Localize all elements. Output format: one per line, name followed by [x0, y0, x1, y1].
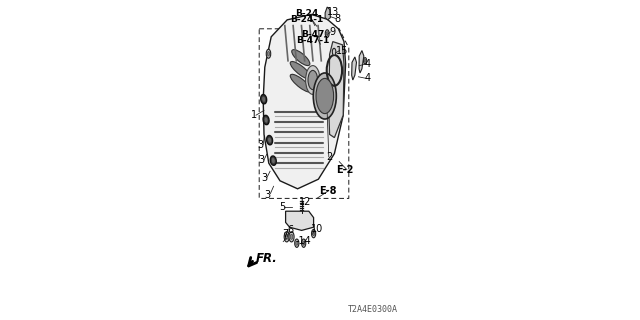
Polygon shape [329, 42, 344, 138]
Polygon shape [352, 57, 356, 80]
Text: B-47-1: B-47-1 [296, 36, 330, 45]
Circle shape [268, 52, 269, 56]
Circle shape [295, 239, 299, 247]
Ellipse shape [267, 135, 273, 145]
Circle shape [332, 48, 336, 55]
Text: 6: 6 [288, 225, 294, 235]
Circle shape [284, 232, 289, 242]
Ellipse shape [262, 96, 266, 102]
Text: 3: 3 [259, 155, 264, 165]
Text: 3: 3 [261, 172, 267, 183]
Circle shape [303, 241, 305, 245]
Text: B-24: B-24 [296, 9, 319, 18]
Text: E-8: E-8 [319, 186, 337, 196]
Circle shape [301, 239, 306, 247]
Circle shape [289, 232, 294, 242]
Ellipse shape [306, 66, 320, 94]
Ellipse shape [271, 157, 275, 164]
Text: 4: 4 [365, 59, 371, 69]
Ellipse shape [260, 94, 267, 104]
Ellipse shape [292, 50, 310, 66]
Ellipse shape [268, 137, 271, 143]
Text: 8: 8 [335, 13, 341, 24]
Circle shape [314, 73, 337, 119]
Text: FR.: FR. [256, 252, 278, 265]
Ellipse shape [264, 117, 268, 123]
Text: 10: 10 [310, 224, 323, 234]
Text: 13: 13 [326, 7, 339, 17]
Ellipse shape [291, 61, 311, 79]
Polygon shape [325, 7, 330, 20]
Text: 9: 9 [330, 27, 335, 37]
Circle shape [364, 58, 367, 64]
Ellipse shape [291, 74, 311, 92]
Text: 3: 3 [264, 189, 271, 200]
Text: T2A4E0300A: T2A4E0300A [348, 305, 397, 314]
Circle shape [266, 49, 271, 58]
Circle shape [291, 234, 292, 239]
Polygon shape [359, 51, 364, 73]
Circle shape [325, 30, 329, 37]
Circle shape [316, 78, 333, 114]
Text: 1: 1 [251, 110, 257, 120]
Ellipse shape [263, 115, 269, 125]
Circle shape [312, 229, 316, 238]
Text: 12: 12 [299, 197, 312, 207]
Ellipse shape [270, 156, 276, 165]
Polygon shape [263, 14, 346, 189]
Circle shape [364, 59, 366, 62]
Text: -14: -14 [295, 236, 311, 246]
Polygon shape [285, 211, 314, 230]
Text: 5: 5 [279, 202, 285, 212]
Circle shape [296, 241, 298, 245]
Text: B-47: B-47 [301, 30, 325, 39]
Text: 4: 4 [365, 73, 371, 84]
Text: 15: 15 [335, 45, 348, 56]
Circle shape [285, 234, 288, 239]
Text: B-24-1: B-24-1 [291, 15, 324, 24]
Text: 2: 2 [326, 152, 333, 162]
Text: 3: 3 [257, 140, 264, 150]
Text: 7: 7 [282, 228, 288, 239]
Circle shape [326, 32, 328, 36]
Text: E-2: E-2 [337, 164, 354, 175]
Ellipse shape [308, 70, 317, 90]
Circle shape [312, 231, 315, 236]
